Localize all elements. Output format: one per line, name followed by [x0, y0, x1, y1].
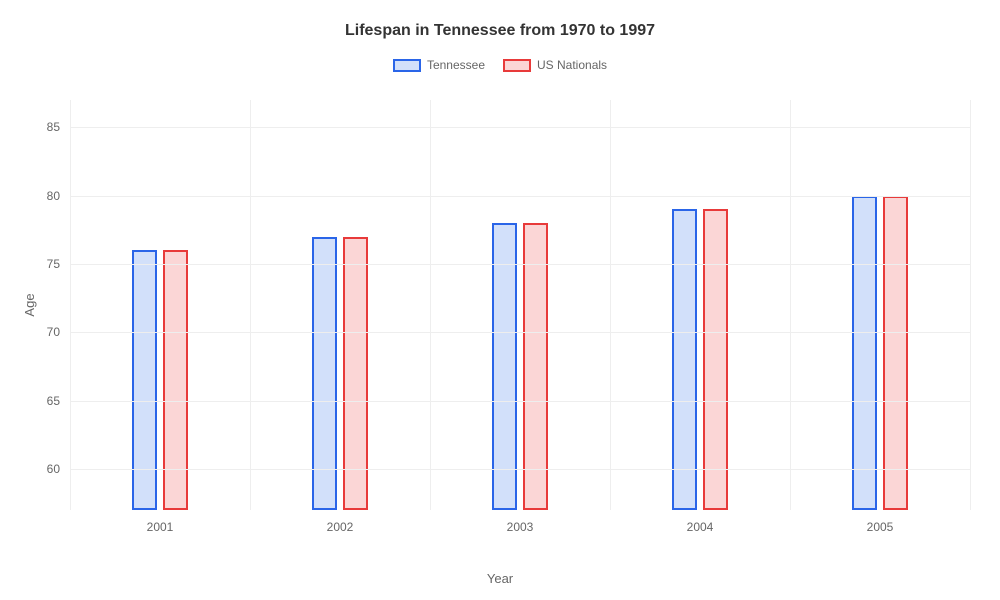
gridline-vertical: [610, 100, 611, 510]
gridline-vertical: [70, 100, 71, 510]
y-tick-label: 65: [47, 394, 70, 408]
chart-container: Lifespan in Tennessee from 1970 to 1997 …: [0, 0, 1000, 600]
x-tick-label: 2004: [687, 510, 714, 534]
legend-swatch: [503, 59, 531, 72]
bars-layer: [70, 100, 970, 510]
x-tick-label: 2005: [867, 510, 894, 534]
gridline-vertical: [790, 100, 791, 510]
plot-area: 60657075808520012002200320042005: [70, 100, 970, 510]
x-tick-label: 2001: [147, 510, 174, 534]
y-tick-label: 70: [47, 325, 70, 339]
legend-item: US Nationals: [503, 58, 607, 72]
gridline-horizontal: [70, 469, 970, 470]
x-axis-label: Year: [487, 571, 513, 586]
bar: [492, 223, 517, 510]
bar: [883, 196, 908, 510]
bar: [132, 250, 157, 510]
legend-label: Tennessee: [427, 58, 485, 72]
gridline-vertical: [430, 100, 431, 510]
bar: [703, 209, 728, 510]
legend-item: Tennessee: [393, 58, 485, 72]
gridline-horizontal: [70, 127, 970, 128]
bar: [852, 196, 877, 510]
chart-title: Lifespan in Tennessee from 1970 to 1997: [0, 0, 1000, 40]
bar: [163, 250, 188, 510]
gridline-vertical: [970, 100, 971, 510]
y-tick-label: 60: [47, 462, 70, 476]
y-tick-label: 80: [47, 189, 70, 203]
legend: Tennessee US Nationals: [0, 58, 1000, 72]
bar: [523, 223, 548, 510]
gridline-vertical: [250, 100, 251, 510]
gridline-horizontal: [70, 196, 970, 197]
x-tick-label: 2002: [327, 510, 354, 534]
y-tick-label: 85: [47, 120, 70, 134]
y-axis-label: Age: [22, 293, 37, 316]
legend-label: US Nationals: [537, 58, 607, 72]
gridline-horizontal: [70, 264, 970, 265]
y-tick-label: 75: [47, 257, 70, 271]
gridline-horizontal: [70, 332, 970, 333]
legend-swatch: [393, 59, 421, 72]
x-tick-label: 2003: [507, 510, 534, 534]
bar: [672, 209, 697, 510]
gridline-horizontal: [70, 401, 970, 402]
